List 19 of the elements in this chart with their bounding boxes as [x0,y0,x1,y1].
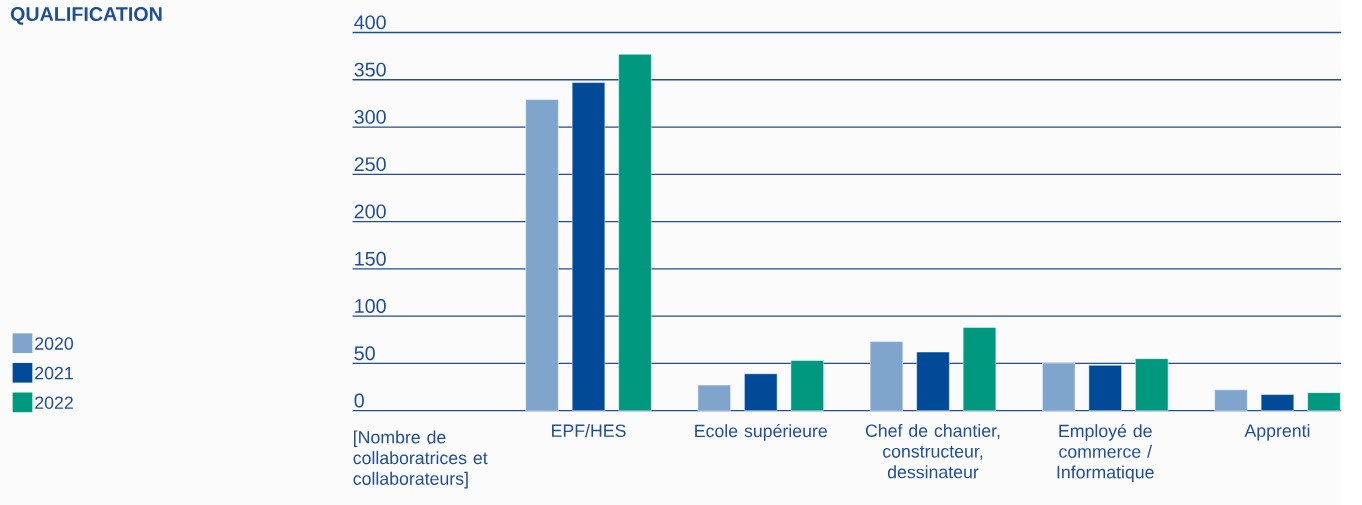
y-axis-title: [Nombre de collaboratrices et collaborateurs] [353,430,488,489]
y-tick-label: 100 [355,298,386,313]
x-tick-label: Apprenti [1244,423,1310,441]
text: QUALIFICATION [10,7,162,25]
x-tick-label: EPF/HES [552,423,626,437]
y-tick-label: 300 [354,109,386,124]
y-tick-label: 350 [354,62,386,77]
legend-label: 2020 [35,337,74,350]
legend-label: 2021 [35,366,73,380]
y-tick-label: 200 [354,204,386,219]
legend-label: 2022 [35,396,73,409]
x-tick-label: Employé de commerce / Informatique [1057,423,1154,482]
y-tick-label: 50 [354,346,375,361]
x-tick-label: Chef de chantier, constructeur, dessinateur [865,423,1000,479]
y-tick-label: 250 [354,157,386,172]
y-tick-label: 150 [355,251,386,266]
y-tick-label: 0 [354,393,364,408]
y-tick-label: 400 [354,15,386,30]
x-tick-label: Ecole supérieure [695,423,827,441]
